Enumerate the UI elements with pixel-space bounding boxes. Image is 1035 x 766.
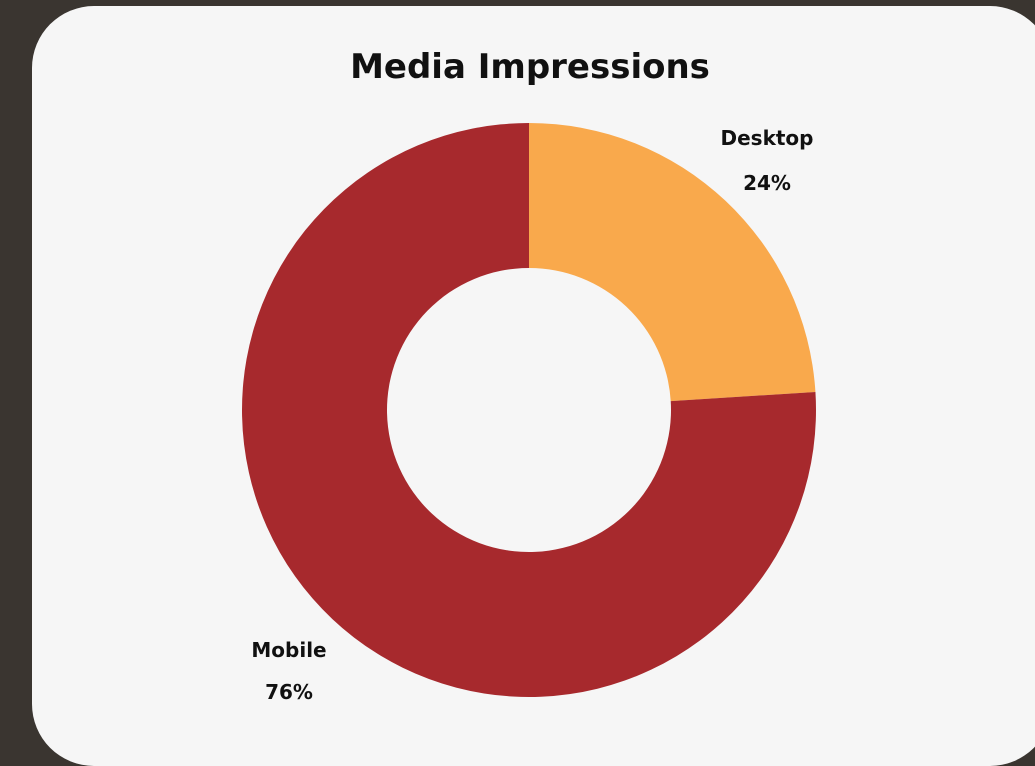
slice-desktop xyxy=(529,123,815,401)
slice-label-desktop: Desktop xyxy=(721,126,814,150)
slices-group xyxy=(242,123,816,697)
slice-label-mobile: Mobile xyxy=(251,638,326,662)
donut-chart: Desktop 24% Mobile 76% xyxy=(0,0,1035,731)
slice-value-mobile: 76% xyxy=(265,680,313,704)
slice-value-desktop: 24% xyxy=(743,171,791,195)
